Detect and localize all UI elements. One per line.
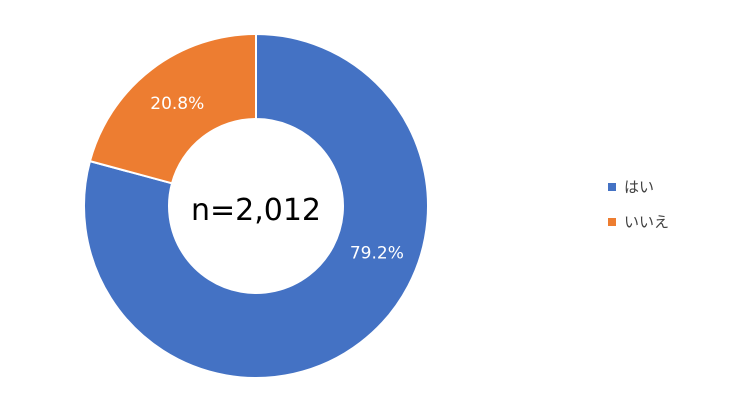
slice-label-1: 20.8% xyxy=(150,94,204,114)
slice-label-0: 79.2% xyxy=(350,244,404,264)
legend-label-yes: はい xyxy=(624,178,655,196)
legend-label-no: いいえ xyxy=(624,213,670,231)
legend-swatch-no xyxy=(608,217,616,226)
chart-slice-labels: 79.2% 20.8% xyxy=(150,94,404,263)
slice-0 xyxy=(83,32,429,379)
slice-1 xyxy=(88,32,257,185)
legend-swatch-yes xyxy=(608,182,616,191)
chart-slices xyxy=(83,32,429,379)
legend-item-no: いいえ xyxy=(608,211,669,232)
chart-legend: はい いいえ xyxy=(608,176,669,232)
legend-item-yes: はい xyxy=(608,176,669,197)
center-label: n=2,012 xyxy=(191,193,321,228)
